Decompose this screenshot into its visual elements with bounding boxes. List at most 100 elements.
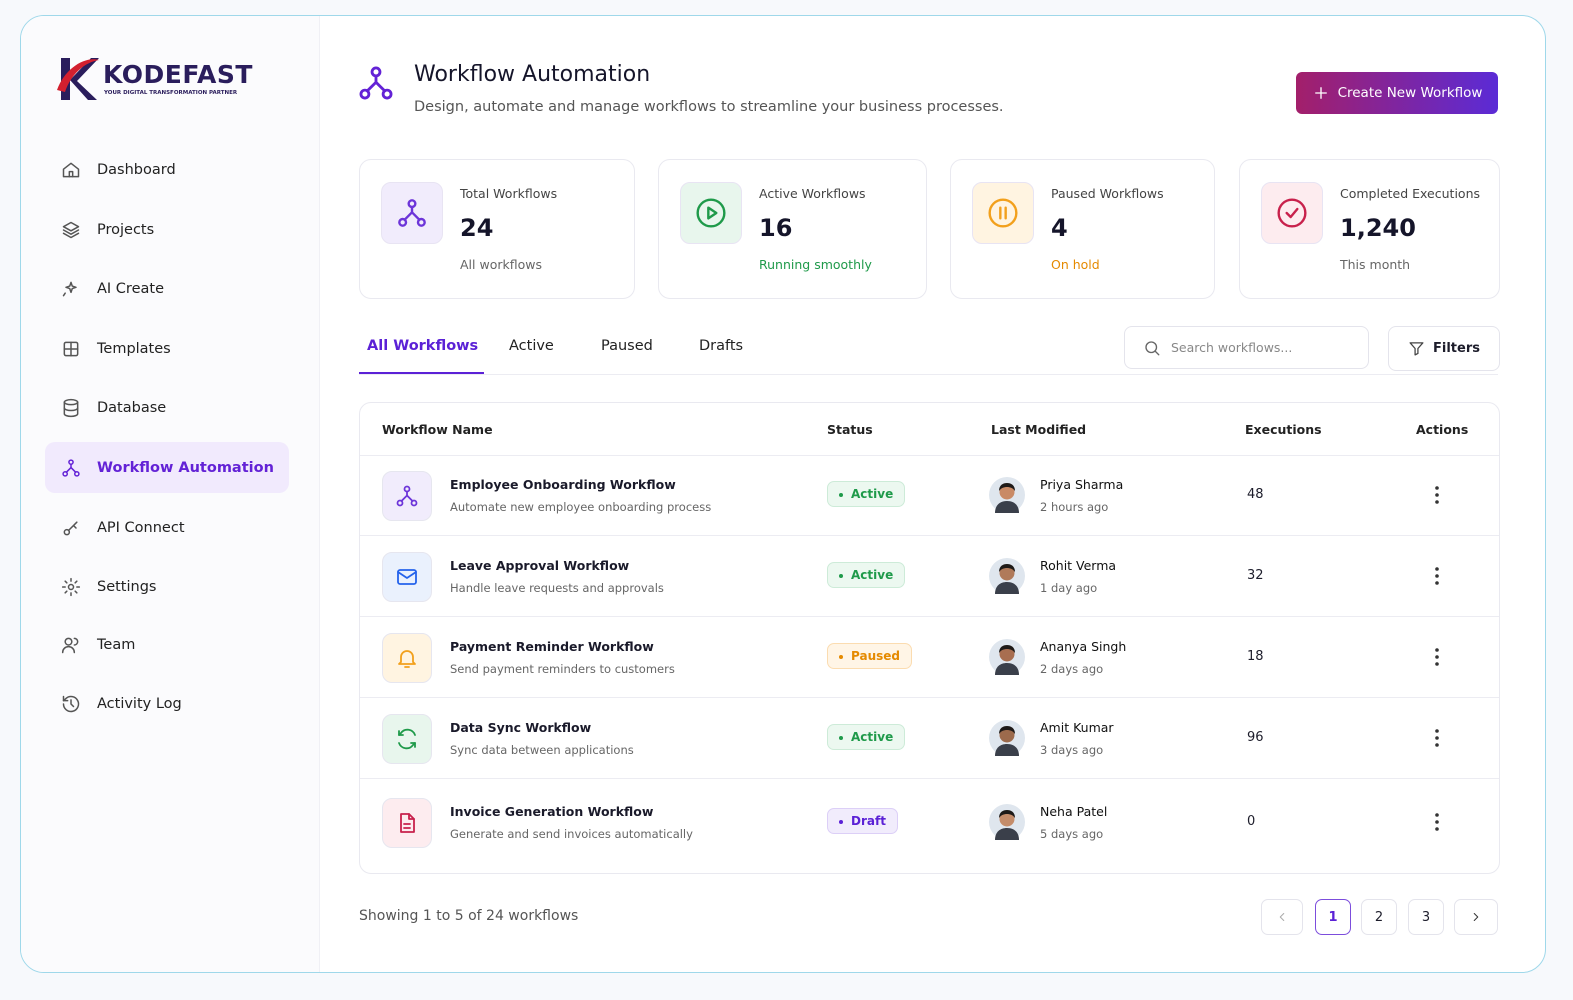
icon-part bbox=[1435, 581, 1439, 585]
stat-note: All workflows bbox=[460, 257, 542, 272]
nav-label: Settings bbox=[97, 578, 157, 595]
nav-item[interactable]: Projects bbox=[45, 204, 289, 255]
row-icon bbox=[382, 714, 432, 764]
actions-menu[interactable] bbox=[1432, 566, 1442, 586]
icon-part bbox=[1435, 567, 1439, 571]
icon bbox=[63, 520, 78, 535]
nav-item[interactable]: Activity Log bbox=[45, 678, 289, 729]
icon-part bbox=[63, 341, 79, 356]
nav-label: Workflow Automation bbox=[97, 459, 274, 476]
nav-item[interactable]: Workflow Automation bbox=[45, 442, 289, 493]
icon-part bbox=[403, 205, 421, 221]
column-header: Last Modified bbox=[991, 422, 1087, 437]
icon-part bbox=[400, 490, 414, 502]
nav-item[interactable]: Team bbox=[45, 619, 289, 670]
icon-part bbox=[999, 565, 1015, 581]
icon-part bbox=[62, 162, 80, 177]
create-button[interactable]: Create New Workflow bbox=[1296, 72, 1498, 114]
icon-part bbox=[398, 730, 404, 736]
icon-part bbox=[1279, 912, 1285, 922]
next-page[interactable] bbox=[1454, 899, 1498, 935]
user-name: Neha Patel bbox=[1040, 804, 1108, 819]
status-dot bbox=[839, 573, 843, 578]
workflow-name: Data Sync Workflow bbox=[450, 720, 592, 735]
stat-icon bbox=[680, 182, 742, 244]
status-label: Draft bbox=[851, 814, 886, 828]
user-name: Amit Kumar bbox=[1040, 720, 1114, 735]
icon-part bbox=[1435, 655, 1439, 659]
status-badge: Active bbox=[827, 481, 906, 507]
icon bbox=[1473, 912, 1479, 922]
nav-item[interactable]: Templates bbox=[45, 323, 289, 374]
tab[interactable]: Drafts bbox=[699, 338, 744, 354]
sidebar: KODEFAST YOUR DIGITAL TRANSFORMATION PART… bbox=[21, 16, 320, 972]
icon bbox=[1279, 912, 1285, 922]
status-badge: Draft bbox=[827, 808, 898, 834]
icon-part bbox=[995, 501, 1019, 513]
column-header: Workflow Name bbox=[382, 422, 493, 437]
nav-item[interactable]: AI Create bbox=[45, 263, 289, 314]
tab[interactable]: Active bbox=[509, 338, 554, 354]
actions-menu[interactable] bbox=[1432, 812, 1442, 832]
stat-card: Total Workflows 24 All workflows bbox=[359, 159, 635, 299]
stat-label: Paused Workflows bbox=[1051, 186, 1164, 201]
row-icon bbox=[382, 471, 432, 521]
workflow-description: Send payment reminders to customers bbox=[450, 662, 675, 676]
page-button[interactable]: 1 bbox=[1315, 899, 1351, 935]
icon bbox=[63, 341, 79, 356]
icon bbox=[696, 198, 726, 228]
status-dot bbox=[839, 735, 843, 740]
icon-part bbox=[696, 198, 726, 228]
icon-part bbox=[995, 663, 1019, 675]
icon-part bbox=[68, 170, 74, 177]
search-box[interactable]: Search workflows... bbox=[1124, 326, 1369, 369]
icon bbox=[1277, 198, 1307, 228]
header-divider bbox=[360, 455, 1499, 456]
tab[interactable]: Paused bbox=[601, 338, 653, 354]
icon-part bbox=[999, 727, 1015, 743]
app-frame: KODEFAST YOUR DIGITAL TRANSFORMATION PART… bbox=[20, 15, 1546, 973]
icon bbox=[359, 66, 393, 100]
avatar-image bbox=[989, 804, 1025, 840]
icon-part bbox=[1435, 574, 1439, 578]
actions-menu[interactable] bbox=[1432, 728, 1442, 748]
icon-part bbox=[707, 206, 718, 220]
workflow-name: Leave Approval Workflow bbox=[450, 558, 630, 573]
icon-part bbox=[67, 583, 75, 590]
status-badge: Active bbox=[827, 724, 906, 750]
nav-item[interactable]: Settings bbox=[45, 561, 289, 612]
icon-part bbox=[988, 198, 1018, 228]
page-button[interactable]: 3 bbox=[1408, 899, 1444, 935]
actions-menu[interactable] bbox=[1432, 647, 1442, 667]
header-icon bbox=[357, 64, 395, 102]
icon bbox=[400, 813, 415, 833]
filters-button[interactable]: Filters bbox=[1388, 326, 1500, 371]
icon-part bbox=[1435, 827, 1439, 831]
page-title: Workflow Automation bbox=[414, 62, 651, 87]
avatar bbox=[989, 477, 1025, 513]
nav-item[interactable]: API Connect bbox=[45, 502, 289, 553]
icon-part bbox=[359, 88, 371, 100]
icon-part bbox=[999, 646, 1015, 662]
icon-part bbox=[65, 281, 77, 293]
icon-part bbox=[1314, 87, 1327, 99]
icon-part bbox=[1473, 912, 1479, 922]
prev-page[interactable] bbox=[1261, 899, 1303, 935]
modified-time: 2 days ago bbox=[1040, 662, 1104, 676]
icon-part bbox=[62, 470, 68, 477]
icon-part bbox=[73, 637, 79, 646]
icon-part bbox=[398, 742, 416, 750]
nav-item[interactable]: Dashboard bbox=[45, 144, 289, 195]
stat-label: Total Workflows bbox=[460, 186, 558, 201]
actions-menu[interactable] bbox=[1432, 485, 1442, 505]
page-button[interactable]: 2 bbox=[1361, 899, 1397, 935]
logo bbox=[55, 54, 101, 104]
tab[interactable]: All Workflows bbox=[367, 338, 479, 354]
modified-time: 5 days ago bbox=[1040, 827, 1104, 841]
stat-icon bbox=[381, 182, 443, 244]
stat-value: 16 bbox=[759, 214, 793, 242]
icon bbox=[61, 637, 79, 653]
avatar-image bbox=[989, 558, 1025, 594]
nav-item[interactable]: Database bbox=[45, 382, 289, 433]
nav-label: Team bbox=[97, 636, 136, 653]
